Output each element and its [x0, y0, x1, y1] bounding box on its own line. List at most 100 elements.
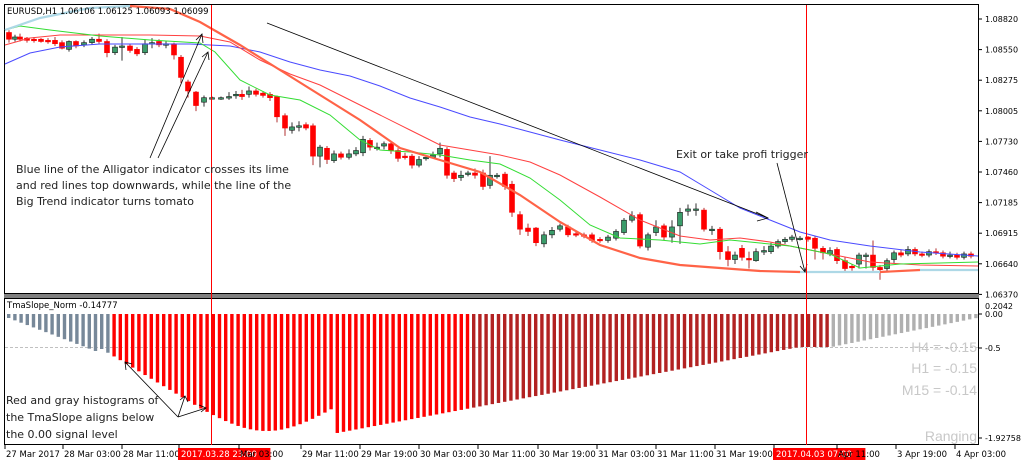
time-axis-label: 30 Mar 11:00	[479, 450, 536, 460]
bullish-candle	[732, 251, 738, 265]
histogram-bar	[44, 314, 48, 333]
indicator-axis[interactable]: 0.2042 0.00 -0.5 -1.92758	[979, 302, 1021, 443]
bullish-candle	[233, 90, 239, 99]
alligator-lips-line	[4, 25, 979, 269]
histogram-bar	[949, 314, 953, 324]
histogram-bar	[546, 314, 550, 394]
histogram-bar	[217, 314, 222, 419]
histogram-bar	[645, 314, 649, 376]
trend-state-label: Ranging	[925, 428, 977, 444]
histogram-bar	[112, 314, 116, 357]
bearish-candle	[597, 237, 603, 243]
time-axis-label: 31 Mar 19:00	[716, 450, 773, 460]
time-axis-label: 3 Apr 19:00	[897, 450, 947, 460]
bullish-candle	[605, 234, 611, 243]
histogram-bar	[354, 314, 358, 430]
bearish-candle	[38, 38, 44, 43]
histogram-bar	[552, 314, 556, 393]
alligator-jaw-line	[4, 43, 979, 257]
histogram-bar	[738, 314, 742, 359]
indicator-lines	[4, 4, 979, 274]
bullish-candle	[677, 207, 683, 244]
histogram-bar	[930, 314, 935, 327]
histogram-bar	[844, 314, 848, 345]
price-axis[interactable]: 1.08820 1.08550 1.08275 1.08005 1.07730 1.074…	[979, 15, 1018, 299]
histogram-bar	[310, 314, 315, 419]
bullish-candle	[653, 220, 659, 236]
histogram-bar	[924, 314, 928, 329]
hist-note-line-2: the TmaSlope aligns below	[6, 411, 154, 424]
histogram-bar	[199, 314, 203, 409]
histogram-bar	[410, 314, 414, 420]
bearish-candle	[282, 113, 288, 136]
histogram-bar	[862, 314, 866, 341]
bullish-candle	[797, 235, 803, 241]
bearish-candle	[134, 47, 140, 57]
symbol-header: EURUSD,H1 1.06106 1.06125 1.06093 1.0609…	[7, 7, 209, 17]
panel-divider[interactable]	[4, 294, 979, 298]
histogram-bar	[899, 314, 904, 334]
bullish-candle	[926, 249, 932, 258]
histogram-bar	[205, 314, 209, 412]
bearish-candle	[849, 264, 855, 271]
histogram-bar	[943, 314, 947, 325]
time-axis[interactable]: 27 Mar 2017 28 Mar 03:00 28 Mar 11:00 2017.…	[4, 445, 1006, 460]
bearish-candle	[52, 36, 58, 46]
histogram-bar	[651, 314, 656, 375]
histogram-bar	[155, 314, 160, 383]
histogram-bar	[379, 314, 383, 425]
big-trend-line-down	[129, 4, 801, 274]
price-axis-tick: 1.06370	[985, 290, 1018, 299]
bullish-candle	[947, 251, 953, 259]
histogram-bar	[75, 314, 79, 344]
time-axis-label: 29 Mar 11:00	[302, 450, 359, 460]
bullish-candle	[782, 237, 788, 244]
bullish-candle	[549, 226, 555, 239]
histogram-bar	[149, 314, 153, 379]
histogram-bar	[19, 314, 23, 323]
main-chart-frame	[4, 4, 979, 294]
entry-arrows	[149, 33, 210, 159]
histogram-bar	[881, 314, 885, 337]
time-axis-label: 29 Mar 19:00	[361, 450, 418, 460]
time-axis-label: 27 Mar 2017	[6, 450, 60, 460]
big-trend-line-up	[4, 4, 131, 32]
price-axis-tick: 1.07460	[985, 168, 1018, 177]
tf-value-h1: H1 = -0.15	[911, 360, 977, 376]
histogram-bar	[465, 314, 470, 409]
histogram-bar	[304, 314, 308, 422]
histogram-bar	[813, 314, 817, 347]
histogram-bar	[478, 314, 482, 407]
time-axis-label: Apr 11:00	[838, 450, 880, 460]
histogram-bar	[682, 314, 687, 369]
bearish-candle	[59, 40, 65, 50]
bearish-candle	[451, 170, 457, 182]
bearish-candle	[104, 39, 110, 58]
entry-note-line-3: Big Trend indicator turns tomato	[16, 195, 194, 208]
bullish-candle	[891, 250, 897, 263]
histogram-bar	[484, 314, 488, 406]
histogram-bar	[695, 314, 699, 367]
histogram-bar	[87, 314, 91, 349]
histogram-bar	[620, 314, 625, 380]
tmaslope-histogram	[7, 314, 978, 433]
histogram-bar	[540, 314, 544, 395]
histogram-bar	[788, 314, 792, 349]
bearish-candle	[812, 235, 818, 260]
histogram-bar	[961, 314, 966, 321]
bullish-candle	[381, 141, 387, 150]
alligator-teeth-line	[4, 34, 979, 267]
histogram-bar	[25, 314, 29, 326]
histogram-bar	[180, 314, 184, 398]
exit-note: Exit or take profi trigger	[676, 148, 808, 161]
histogram-bar	[689, 314, 693, 368]
histogram-bar	[571, 314, 575, 390]
bullish-candle	[201, 95, 207, 107]
bearish-candle	[701, 207, 707, 232]
histogram-bar	[558, 314, 563, 392]
histogram-bar	[819, 314, 823, 347]
histogram-bar	[242, 314, 246, 428]
bearish-candle	[509, 180, 515, 217]
histogram-bar	[186, 314, 191, 402]
